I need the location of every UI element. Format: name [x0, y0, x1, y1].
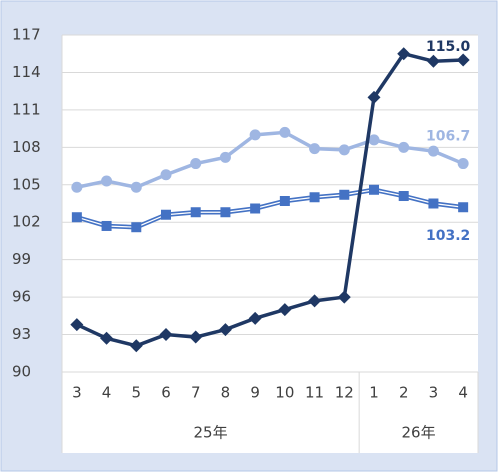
point [71, 181, 83, 193]
value-label: 103.2 [426, 228, 470, 244]
point [101, 220, 112, 231]
y-tick-label: 108 [12, 138, 41, 156]
point [309, 143, 321, 155]
y-tick-label: 99 [12, 250, 31, 268]
x-tick-label: 3 [72, 384, 82, 402]
point [249, 129, 261, 141]
x-tick-label: 4 [458, 384, 468, 402]
y-tick-label: 114 [12, 63, 41, 81]
x-tick-label: 4 [102, 384, 112, 402]
point [219, 151, 231, 163]
x-tick-label: 11 [305, 384, 324, 402]
point [339, 189, 350, 200]
point [308, 294, 322, 308]
value-label: 106.7 [426, 129, 470, 145]
point [427, 145, 439, 157]
x-tick-label: 1 [369, 384, 379, 402]
point [367, 90, 381, 104]
point [250, 203, 261, 214]
point [456, 53, 470, 67]
point [131, 222, 142, 233]
x-tick-label: 5 [132, 384, 142, 402]
point [369, 184, 379, 195]
group-label: 26年 [402, 424, 436, 442]
point [190, 158, 202, 170]
x-tick-label: 2 [399, 384, 409, 402]
point [368, 134, 380, 146]
point [71, 212, 82, 223]
point [278, 303, 292, 317]
point [279, 196, 290, 207]
point [338, 144, 350, 156]
point [309, 192, 320, 203]
x-tick-label: 9 [250, 384, 260, 402]
x-tick-label: 3 [429, 384, 439, 402]
point [129, 339, 143, 353]
point [130, 181, 142, 193]
value-label: 115.0 [426, 39, 471, 55]
y-tick-label: 105 [12, 175, 41, 193]
plot-area [62, 35, 478, 453]
group-label: 25年 [194, 424, 228, 442]
point [218, 323, 232, 337]
point [248, 311, 262, 325]
y-tick-label: 93 [12, 325, 31, 343]
y-tick-label: 96 [12, 288, 31, 306]
point [70, 318, 84, 332]
point [189, 330, 203, 344]
point [161, 209, 171, 220]
series-line [76, 51, 464, 348]
point [220, 207, 231, 218]
point [160, 169, 172, 181]
x-tick-label: 8 [221, 384, 231, 402]
y-tick-label: 111 [12, 100, 41, 118]
point [101, 175, 113, 187]
point [458, 202, 469, 213]
point [190, 207, 201, 218]
point [100, 331, 114, 345]
y-tick-label: 102 [12, 213, 41, 231]
x-tick-label: 7 [191, 384, 201, 402]
x-tick-label: 10 [275, 384, 294, 402]
x-tick-label: 12 [335, 384, 354, 402]
point [457, 158, 469, 170]
point [159, 328, 173, 342]
x-tick-label: 6 [161, 384, 171, 402]
point [279, 126, 291, 138]
point [398, 141, 410, 153]
y-tick-label: 90 [12, 363, 31, 381]
point [426, 54, 440, 68]
point [397, 47, 411, 61]
point [337, 290, 351, 304]
point [428, 198, 439, 209]
y-tick-label: 117 [12, 26, 41, 44]
point [398, 191, 409, 202]
